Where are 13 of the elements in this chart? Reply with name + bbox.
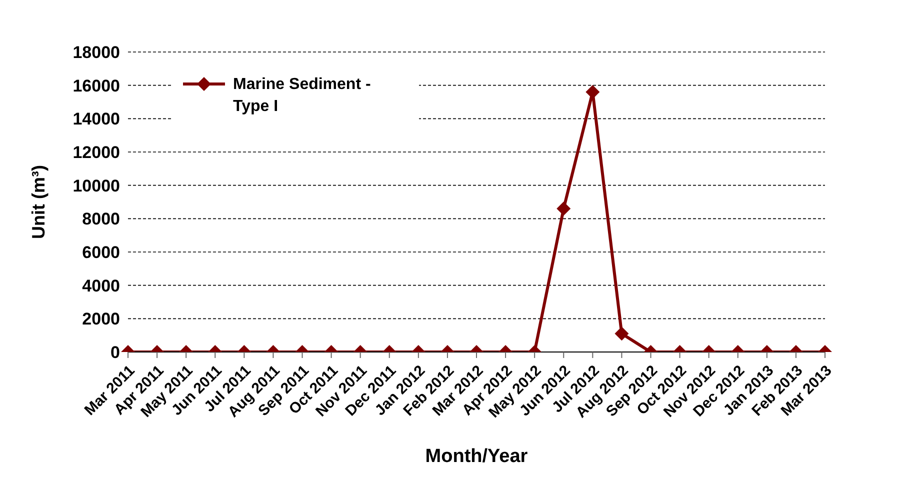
y-axis-title: Unit (m³) [28,165,48,239]
y-tick-label: 6000 [82,243,120,262]
y-tick-label: 4000 [82,276,120,296]
y-tick-label: 14000 [72,110,120,129]
y-tick-label: 8000 [82,210,120,229]
x-axis-title: Month/Year [425,446,528,467]
y-tick-label: 2000 [82,310,120,329]
y-tick-label: 18000 [72,43,120,62]
legend-label: Marine Sediment - Type I [233,75,372,117]
y-tick-label: 10000 [72,176,120,196]
y-tick-label: 12000 [72,143,120,162]
y-tick-label: 16000 [72,76,120,96]
y-tick-label: 0 [110,343,120,362]
